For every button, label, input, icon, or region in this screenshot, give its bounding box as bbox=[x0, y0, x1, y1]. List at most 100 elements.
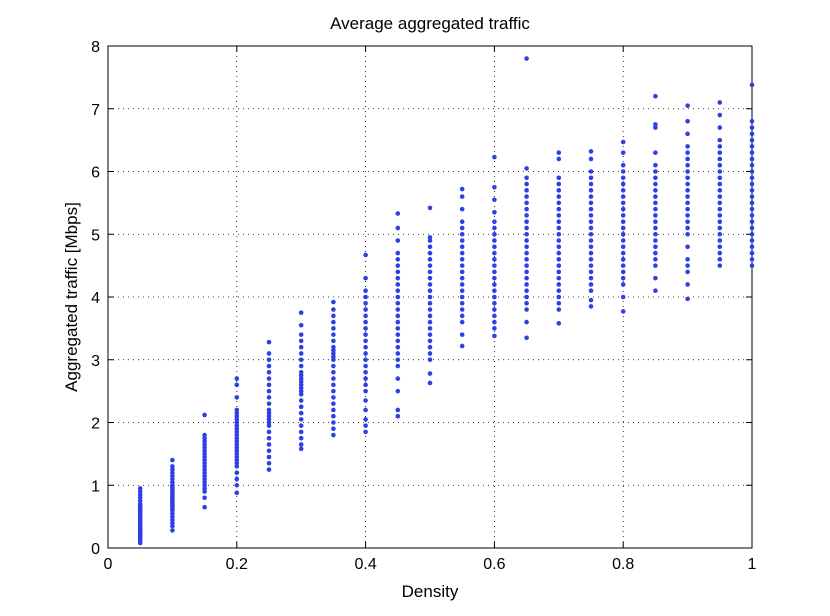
y-tick-label: 5 bbox=[91, 227, 100, 244]
data-point bbox=[653, 231, 658, 237]
data-point bbox=[427, 244, 433, 250]
data-point bbox=[298, 446, 304, 452]
data-point bbox=[492, 231, 497, 237]
data-point bbox=[685, 144, 690, 149]
data-point bbox=[749, 219, 755, 224]
y-tick-label: 6 bbox=[91, 165, 100, 182]
data-point bbox=[653, 188, 658, 193]
data-point bbox=[492, 154, 497, 160]
data-point bbox=[492, 184, 497, 190]
data-point bbox=[266, 376, 272, 381]
data-point bbox=[331, 363, 336, 369]
data-point bbox=[717, 206, 723, 212]
data-point bbox=[749, 156, 755, 162]
data-point bbox=[749, 213, 755, 218]
data-point bbox=[524, 238, 529, 243]
data-point bbox=[556, 294, 562, 300]
data-point bbox=[492, 197, 497, 203]
data-point bbox=[395, 351, 401, 356]
data-point bbox=[749, 244, 755, 250]
data-point bbox=[556, 231, 562, 237]
data-point bbox=[588, 257, 594, 262]
data-point bbox=[492, 288, 497, 294]
data-point bbox=[620, 275, 626, 281]
data-point bbox=[653, 169, 658, 174]
data-point bbox=[620, 231, 626, 237]
data-point bbox=[363, 313, 368, 319]
data-point bbox=[685, 231, 690, 237]
data-point bbox=[202, 432, 207, 438]
y-tick-label: 2 bbox=[91, 416, 100, 433]
data-point bbox=[588, 206, 594, 212]
data-point bbox=[363, 326, 368, 331]
data-point bbox=[492, 250, 497, 256]
data-point bbox=[266, 382, 272, 388]
data-point bbox=[685, 219, 690, 224]
data-point bbox=[524, 307, 529, 312]
x-tick-label: 1 bbox=[748, 556, 757, 573]
data-point bbox=[620, 309, 626, 314]
data-point bbox=[363, 300, 368, 306]
data-point bbox=[427, 288, 433, 294]
data-point bbox=[492, 269, 497, 275]
data-point bbox=[653, 257, 658, 262]
data-point bbox=[524, 200, 529, 206]
data-point bbox=[653, 122, 658, 127]
data-point bbox=[749, 263, 755, 268]
data-point bbox=[524, 288, 529, 294]
y-tick-label: 1 bbox=[91, 478, 100, 495]
data-point bbox=[427, 269, 433, 275]
data-point bbox=[717, 257, 723, 262]
data-point bbox=[266, 339, 272, 345]
data-point bbox=[363, 357, 368, 363]
data-point bbox=[588, 269, 594, 275]
data-point bbox=[524, 194, 529, 199]
data-point bbox=[620, 269, 626, 275]
data-point bbox=[298, 332, 304, 337]
data-point bbox=[556, 244, 562, 250]
data-point bbox=[427, 250, 433, 256]
data-point bbox=[170, 457, 175, 463]
data-point bbox=[331, 401, 336, 406]
data-point bbox=[395, 257, 401, 262]
data-point bbox=[298, 351, 304, 356]
data-point bbox=[685, 213, 690, 218]
data-point bbox=[620, 294, 626, 300]
data-point bbox=[492, 282, 497, 287]
data-point bbox=[459, 319, 465, 325]
data-point bbox=[363, 307, 368, 312]
data-point bbox=[588, 244, 594, 250]
data-point bbox=[395, 307, 401, 312]
data-point bbox=[492, 225, 497, 231]
data-point bbox=[653, 244, 658, 250]
data-point bbox=[492, 326, 497, 331]
y-tick-label: 3 bbox=[91, 353, 100, 370]
data-point bbox=[524, 275, 529, 281]
data-point bbox=[427, 332, 433, 337]
data-point bbox=[588, 149, 594, 154]
data-point bbox=[556, 194, 562, 199]
data-point bbox=[685, 188, 690, 193]
data-point bbox=[685, 131, 690, 137]
data-point bbox=[298, 423, 304, 428]
data-point bbox=[653, 288, 658, 294]
data-point bbox=[459, 282, 465, 287]
data-point bbox=[620, 181, 626, 187]
data-point bbox=[620, 139, 626, 145]
data-point bbox=[620, 219, 626, 224]
data-point bbox=[524, 206, 529, 212]
data-point bbox=[556, 307, 562, 312]
data-point bbox=[298, 404, 304, 410]
data-point bbox=[524, 263, 529, 268]
data-point bbox=[363, 407, 368, 413]
data-point bbox=[653, 206, 658, 212]
data-point bbox=[620, 238, 626, 243]
data-point bbox=[749, 200, 755, 206]
data-point bbox=[363, 370, 368, 375]
data-point bbox=[234, 376, 240, 381]
data-point bbox=[749, 144, 755, 149]
data-point bbox=[653, 150, 658, 155]
data-point bbox=[363, 332, 368, 337]
data-point bbox=[588, 175, 594, 181]
data-point bbox=[363, 294, 368, 300]
